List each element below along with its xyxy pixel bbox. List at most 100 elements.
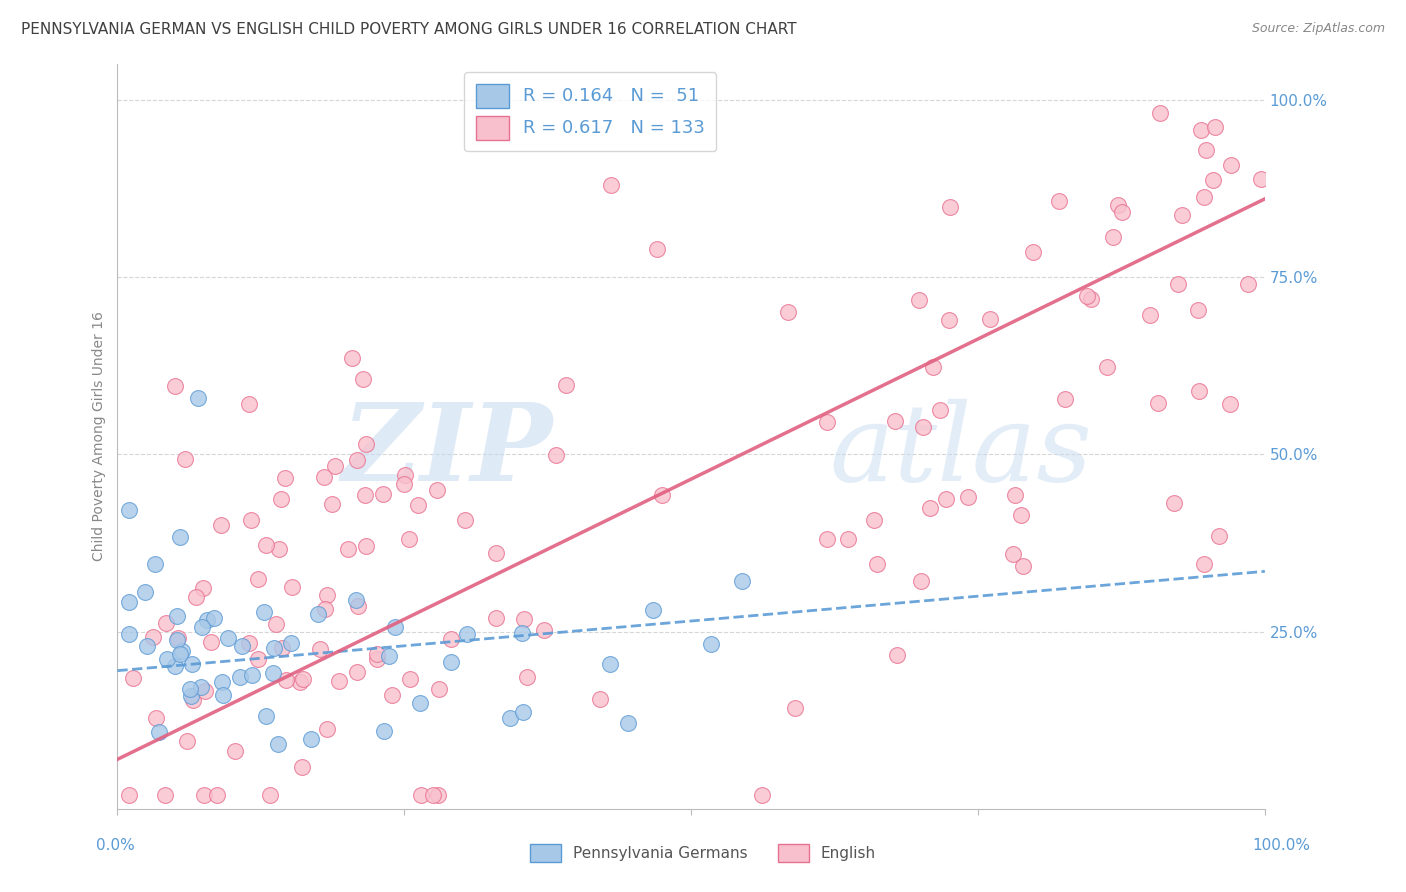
Point [224,744,246,758]
Point [217,631,239,645]
Point [299,731,322,746]
Point [485,611,508,625]
Point [1010,508,1032,522]
Point [274,673,297,687]
Point [231,639,253,653]
Point [281,580,304,594]
Point [118,503,141,517]
Point [202,611,225,625]
Point [118,788,141,802]
Point [195,613,218,627]
Point [200,635,222,649]
Point [837,532,859,546]
Point [312,470,335,484]
Text: atlas: atlas [830,399,1092,504]
Point [167,631,190,645]
Point [456,627,478,641]
Point [254,538,277,552]
Point [866,558,889,572]
Text: PENNSYLVANIA GERMAN VS ENGLISH CHILD POVERTY AMONG GIRLS UNDER 16 CORRELATION CH: PENNSYLVANIA GERMAN VS ENGLISH CHILD POV… [21,22,797,37]
Point [169,647,191,661]
Point [863,513,886,527]
Point [399,672,422,686]
Point [145,711,167,725]
Point [1101,230,1123,244]
Point [1047,194,1070,208]
Point [148,725,170,739]
Point [979,312,1001,326]
Point [1187,303,1209,318]
Point [259,788,281,802]
Point [815,532,838,546]
Point [911,420,934,434]
Point [179,682,201,697]
Point [280,636,302,650]
Point [1095,359,1118,374]
Point [373,486,395,500]
Point [274,471,297,485]
Point [352,372,374,386]
Point [183,693,205,707]
Point [398,532,420,546]
Point [181,657,204,671]
Point [1204,120,1226,135]
Point [1194,557,1216,571]
Point [533,623,555,637]
Point [589,691,612,706]
Point [347,599,370,613]
Point [353,488,375,502]
Point [270,491,292,506]
Point [1189,122,1212,136]
Point [340,351,363,365]
Point [153,788,176,802]
Point [1080,292,1102,306]
Point [155,616,177,631]
Point [440,655,463,669]
Point [176,733,198,747]
Point [599,178,621,192]
Point [309,642,332,657]
Point [337,541,360,556]
Point [516,670,538,684]
Point [316,588,339,602]
Point [427,681,450,696]
Point [170,644,193,658]
Point [166,608,188,623]
Point [346,453,368,467]
Point [751,788,773,802]
Point [918,500,941,515]
Point [513,612,536,626]
Point [240,512,263,526]
Point [246,652,269,666]
Point [262,666,284,681]
Point [1208,529,1230,543]
Point [1237,277,1260,291]
Point [270,640,292,655]
Point [1146,396,1168,410]
Point [783,700,806,714]
Point [212,688,235,702]
Point [409,697,432,711]
Point [118,594,141,608]
Point [316,722,339,736]
Point [427,788,450,802]
Point [406,498,429,512]
Point [512,705,534,719]
Point [411,788,433,802]
Point [247,572,270,586]
Point [886,648,908,662]
Point [354,540,377,554]
Point [193,788,215,802]
Point [935,491,957,506]
Text: 0.0%: 0.0% [96,838,135,853]
Point [134,584,156,599]
Point [426,483,449,497]
Point [145,557,167,571]
Point [169,530,191,544]
Point [209,517,232,532]
Point [238,636,260,650]
Point [1111,205,1133,219]
Point [440,632,463,646]
Point [555,377,578,392]
Text: Source: ZipAtlas.com: Source: ZipAtlas.com [1251,22,1385,36]
